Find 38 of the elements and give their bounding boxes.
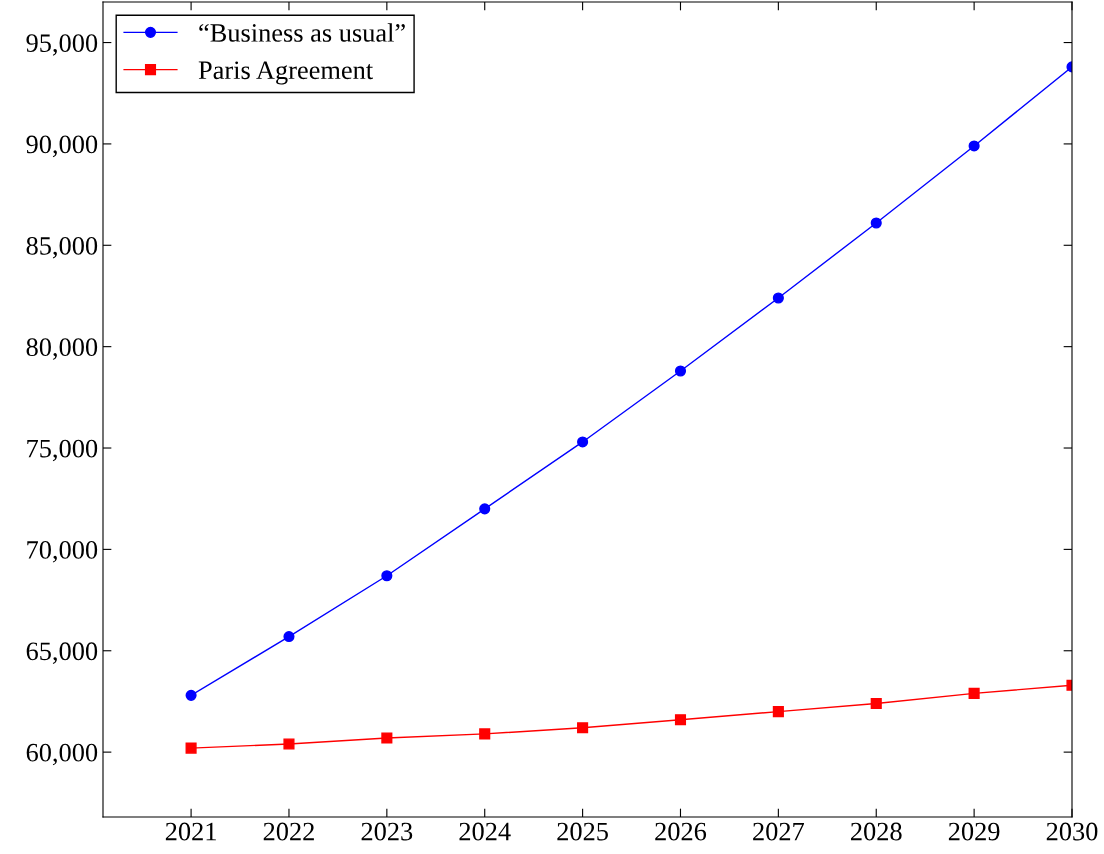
point	[674, 714, 687, 726]
point	[479, 728, 491, 740]
x-tick-label: 2029	[948, 822, 1000, 841]
x-tick-label: 2025	[557, 822, 608, 841]
point	[870, 697, 882, 710]
y-tick-label: 95,000	[26, 34, 98, 56]
y-tick-label: 80,000	[26, 338, 98, 360]
point	[479, 503, 491, 515]
x-tick-label: 2021	[165, 822, 216, 841]
legend-label: Paris Agreement	[198, 61, 373, 85]
x-tick-label: 2028	[851, 822, 902, 841]
y-tick-label: 75,000	[27, 439, 98, 462]
x-tick-label: 2030	[1046, 822, 1098, 841]
point	[772, 292, 784, 304]
point	[283, 631, 295, 643]
point	[381, 732, 393, 744]
point	[577, 436, 589, 448]
point	[674, 365, 687, 377]
x-tick-label: 2022	[263, 822, 314, 841]
y-tick-label: 60,000	[26, 743, 98, 766]
x-tick-label: 2024	[459, 822, 511, 841]
x-tick-label: 2027	[753, 822, 804, 841]
point	[185, 742, 197, 754]
point	[185, 689, 197, 701]
y-tick-label: 90,000	[26, 135, 98, 158]
point	[772, 706, 784, 718]
point	[283, 738, 295, 750]
y-tick-label: 70,000	[27, 541, 98, 563]
x-tick-label: 2026	[655, 822, 707, 841]
legend-label: “Business as usual”	[199, 23, 405, 42]
y-tick-label: 85,000	[26, 236, 98, 259]
point	[381, 570, 393, 582]
point	[870, 217, 882, 229]
point	[968, 140, 980, 152]
point	[577, 722, 589, 734]
point	[968, 687, 980, 699]
y-tick-label: 65,000	[26, 642, 98, 664]
x-tick-label: 2023	[361, 822, 413, 841]
